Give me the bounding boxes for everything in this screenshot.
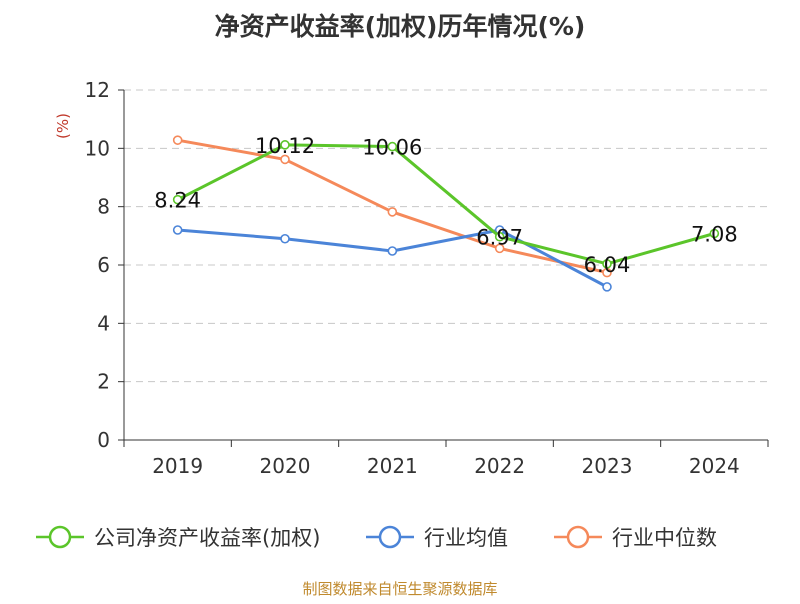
x-tick-label: 2021 — [367, 454, 418, 478]
chart-title: 净资产收益率(加权)历年情况(%) — [215, 12, 586, 41]
data-label: 10.06 — [362, 136, 422, 160]
y-tick-label: 2 — [97, 370, 110, 394]
series-line-0 — [176, 143, 715, 266]
data-label: 7.08 — [691, 223, 738, 247]
legend-label: 公司净资产收益率(加权) — [94, 526, 320, 550]
x-tick-label: 2022 — [474, 454, 525, 478]
data-point-0 — [280, 140, 290, 150]
grid-lines — [124, 89, 768, 383]
y-tick-label: 10 — [85, 136, 110, 160]
series-lines — [172, 135, 720, 292]
axes: 0 2 4 6 8 10 12 2019 2020 2021 2022 2023 2024 — [85, 78, 769, 478]
legend-label: 行业中位数 — [612, 526, 717, 550]
data-point-2 — [172, 135, 183, 145]
data-point-0 — [602, 259, 612, 269]
legend-item-2[interactable]: 行业中位数 — [554, 525, 717, 550]
data-point-1 — [172, 225, 183, 235]
x-tick-label: 2024 — [689, 454, 740, 478]
legend[interactable]: 公司净资产收益率(加权) 行业均值 行业中位数 — [36, 525, 717, 550]
data-label: 8.24 — [154, 189, 201, 213]
data-point-0 — [387, 141, 398, 152]
x-tick-label: 2019 — [152, 454, 203, 478]
y-tick-label: 6 — [97, 253, 110, 277]
y-tick-label: 12 — [85, 78, 110, 102]
data-point-2 — [387, 207, 398, 217]
data-point-1 — [280, 233, 290, 244]
data-point-0 — [494, 231, 505, 242]
legend-item-0[interactable]: 公司净资产收益率(加权) — [36, 525, 320, 550]
data-point-0 — [709, 228, 720, 239]
data-label: 6.04 — [584, 253, 631, 277]
legend-swatch-marker — [566, 525, 590, 549]
y-tick-label: 0 — [97, 428, 110, 452]
y-tick-label: 8 — [97, 195, 110, 219]
data-label: 6.97 — [476, 226, 523, 250]
legend-swatch-marker — [378, 525, 402, 549]
x-tick-label: 2023 — [582, 454, 633, 478]
legend-swatch-marker — [48, 525, 72, 549]
data-point-1 — [602, 282, 612, 292]
legend-label: 行业均值 — [424, 526, 508, 550]
x-tick-label: 2020 — [260, 454, 311, 478]
data-point-0 — [172, 194, 183, 205]
y-axis-unit-label: (%) — [54, 113, 72, 139]
data-point-2 — [280, 154, 290, 165]
data-point-1 — [387, 246, 398, 256]
data-point-2 — [494, 243, 505, 254]
legend-item-1[interactable]: 行业均值 — [366, 525, 508, 550]
data-labels: 8.24 10.12 10.06 6.97 6.04 7.08 — [154, 134, 737, 277]
source-note: 制图数据来自恒生聚源数据库 — [302, 580, 497, 598]
data-label: 10.12 — [255, 134, 315, 158]
y-tick-label: 4 — [97, 311, 110, 335]
